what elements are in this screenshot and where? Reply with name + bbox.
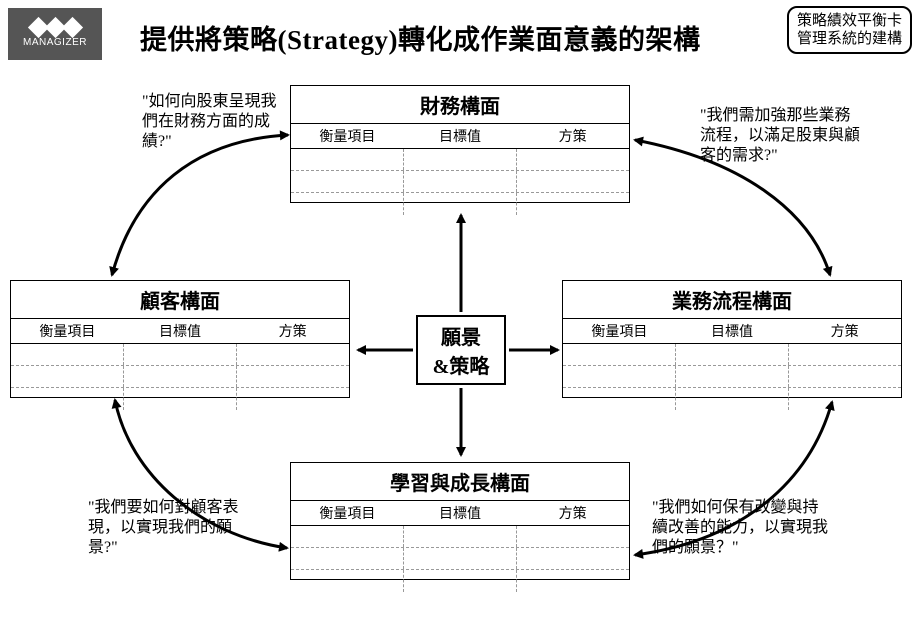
table-row	[11, 344, 349, 366]
table-cell	[11, 366, 124, 387]
center-line2: &策略	[433, 350, 490, 379]
quote-process: "我們需加強那些業務流程，以滿足股東與顧客的需求?"	[700, 106, 860, 166]
table-cell	[404, 570, 517, 592]
table-cell	[237, 344, 349, 365]
perspective-headers: 衡量項目目標值方策	[563, 319, 901, 344]
table-cell	[124, 344, 237, 365]
header-cell: 衡量項目	[11, 319, 124, 343]
table-row	[291, 149, 629, 171]
perspective-title: 學習與成長構面	[291, 463, 629, 501]
table-row	[291, 548, 629, 570]
header-cell: 目標值	[404, 501, 517, 525]
table-row	[291, 193, 629, 215]
table-row	[563, 366, 901, 388]
table-cell	[11, 388, 124, 410]
table-cell	[291, 548, 404, 569]
header-cell: 目標值	[676, 319, 789, 343]
quote-customer: "我們要如何對顧客表現，以實現我們的願景?"	[88, 498, 258, 558]
table-cell	[517, 526, 629, 547]
table-cell	[563, 366, 676, 387]
table-cell	[404, 548, 517, 569]
table-row	[563, 388, 901, 410]
table-cell	[517, 193, 629, 215]
quote-financial: "如何向股東呈現我們在財務方面的成績?"	[142, 92, 282, 152]
table-cell	[563, 344, 676, 365]
header-cell: 方策	[516, 501, 629, 525]
table-row	[291, 570, 629, 592]
table-cell	[124, 366, 237, 387]
perspective-title: 顧客構面	[11, 281, 349, 319]
table-cell	[11, 344, 124, 365]
table-cell	[404, 149, 517, 170]
table-cell	[237, 388, 349, 410]
perspective-title: 財務構面	[291, 86, 629, 124]
table-cell	[676, 366, 789, 387]
center-vision-strategy: 願景 &策略	[416, 315, 506, 385]
diamond-icon	[61, 17, 82, 38]
table-cell	[291, 570, 404, 592]
header-cell: 目標值	[124, 319, 237, 343]
perspective-customer: 顧客構面衡量項目目標值方策	[10, 280, 350, 398]
table-row	[291, 171, 629, 193]
table-row	[11, 388, 349, 410]
perspective-learning: 學習與成長構面衡量項目目標值方策	[290, 462, 630, 580]
table-cell	[676, 344, 789, 365]
perspective-title: 業務流程構面	[563, 281, 901, 319]
quote-learning: "我們如何保有改變與持續改善的能力，以實現我們的願景？"	[652, 498, 832, 558]
table-cell	[517, 149, 629, 170]
perspective-body	[291, 526, 629, 592]
perspective-body	[291, 149, 629, 215]
table-cell	[789, 344, 901, 365]
table-cell	[517, 548, 629, 569]
header-cell: 衡量項目	[291, 501, 404, 525]
table-cell	[676, 388, 789, 410]
table-cell	[237, 366, 349, 387]
table-cell	[404, 526, 517, 547]
perspective-headers: 衡量項目目標值方策	[291, 501, 629, 526]
table-cell	[291, 193, 404, 215]
table-cell	[291, 171, 404, 192]
table-cell	[404, 193, 517, 215]
page-title: 提供將策略(Strategy)轉化成作業面意義的架構	[140, 18, 700, 57]
table-cell	[291, 149, 404, 170]
center-line1: 願景	[441, 321, 481, 350]
header-cell: 衡量項目	[291, 124, 404, 148]
logo-text: MANAGIZER	[23, 37, 87, 48]
table-row	[291, 526, 629, 548]
topic-badge: 策略績效平衡卡 管理系統的建構	[787, 6, 912, 54]
table-cell	[124, 388, 237, 410]
table-cell	[291, 526, 404, 547]
table-cell	[563, 388, 676, 410]
table-row	[11, 366, 349, 388]
header-cell: 衡量項目	[563, 319, 676, 343]
logo-diamonds	[31, 20, 80, 35]
badge-line1: 策略績效平衡卡	[797, 12, 902, 30]
perspective-headers: 衡量項目目標值方策	[291, 124, 629, 149]
perspective-process: 業務流程構面衡量項目目標值方策	[562, 280, 902, 398]
table-cell	[789, 388, 901, 410]
perspective-financial: 財務構面衡量項目目標值方策	[290, 85, 630, 203]
table-cell	[789, 366, 901, 387]
table-row	[563, 344, 901, 366]
header-cell: 方策	[516, 124, 629, 148]
table-cell	[517, 570, 629, 592]
header-cell: 目標值	[404, 124, 517, 148]
badge-line2: 管理系統的建構	[797, 30, 902, 48]
perspective-body	[563, 344, 901, 410]
header-cell: 方策	[236, 319, 349, 343]
perspective-headers: 衡量項目目標值方策	[11, 319, 349, 344]
logo: MANAGIZER	[8, 8, 102, 60]
header-cell: 方策	[788, 319, 901, 343]
table-cell	[404, 171, 517, 192]
perspective-body	[11, 344, 349, 410]
table-cell	[517, 171, 629, 192]
